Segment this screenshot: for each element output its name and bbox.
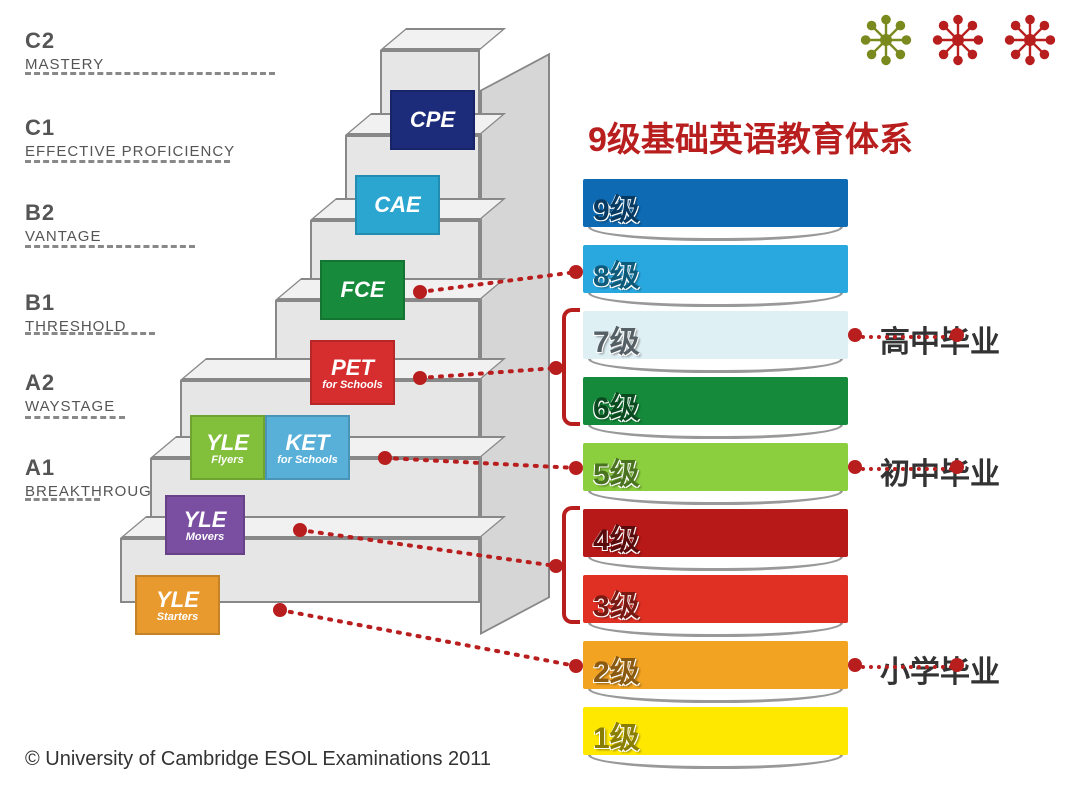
exam-badge-yle: YLEMovers <box>165 495 245 555</box>
annotation-connector <box>853 665 953 669</box>
cefr-code: C2 <box>25 28 104 54</box>
level-separator-curve <box>588 491 843 505</box>
china-level-label: 2级 <box>593 647 640 691</box>
level-separator-curve <box>588 689 843 703</box>
star-icon <box>856 10 916 70</box>
section-title: 9级基础英语教育体系 <box>588 112 913 161</box>
exam-sublabel: for Schools <box>277 454 338 466</box>
china-level-6级: 6级 <box>583 377 848 425</box>
step-top <box>380 28 506 50</box>
china-level-label: 3级 <box>593 581 640 625</box>
china-level-1级: 1级 <box>583 707 848 755</box>
cefr-desc: MASTERY <box>25 56 104 73</box>
exam-badge-cpe: CPE <box>390 90 475 150</box>
graduation-label: 高中毕业 <box>880 317 1000 361</box>
cefr-level-B1: B1 THRESHOLD <box>25 290 127 335</box>
china-level-8级: 8级 <box>583 245 848 293</box>
china-level-3级: 3级 <box>583 575 848 623</box>
exam-badge-fce: FCE <box>320 260 405 320</box>
exam-label: YLE <box>156 587 199 613</box>
grouping-bracket <box>562 506 580 624</box>
graduation-label: 小学毕业 <box>880 647 1000 691</box>
china-level-label: 7级 <box>593 317 640 361</box>
connector-dot <box>848 328 862 342</box>
copyright-text: © University of Cambridge ESOL Examinati… <box>25 748 491 771</box>
china-level-label: 1级 <box>593 713 640 757</box>
exam-badge-pet: PETfor Schools <box>310 340 395 405</box>
exam-label: PET <box>331 355 374 381</box>
cefr-desc: VANTAGE <box>25 228 101 245</box>
star-icon <box>928 10 988 70</box>
level-separator-curve <box>588 227 843 241</box>
star-icon <box>1000 10 1060 70</box>
china-level-9级: 9级 <box>583 179 848 227</box>
exam-staircase: CPECAEFCEPETfor SchoolsKETfor SchoolsYLE… <box>130 20 550 660</box>
level-separator-curve <box>588 293 843 307</box>
china-level-label: 9级 <box>593 185 640 229</box>
level-separator-curve <box>588 623 843 637</box>
china-level-5级: 5级 <box>583 443 848 491</box>
exam-badge-ket: KETfor Schools <box>265 415 350 480</box>
cefr-code: B2 <box>25 200 101 226</box>
level-separator-curve <box>588 359 843 373</box>
grouping-bracket <box>562 308 580 426</box>
exam-badge-yle: YLEFlyers <box>190 415 265 480</box>
exam-label: CPE <box>410 107 455 133</box>
logo-stars <box>856 10 1060 70</box>
exam-label: CAE <box>374 192 420 218</box>
cefr-level-B2: B2 VANTAGE <box>25 200 101 245</box>
cefr-code: B1 <box>25 290 127 316</box>
china-level-label: 5级 <box>593 449 640 493</box>
level-separator-curve <box>588 425 843 439</box>
level-separator-curve <box>588 557 843 571</box>
exam-label: FCE <box>341 277 385 303</box>
connector-dot <box>950 328 964 342</box>
connector-dot <box>950 658 964 672</box>
connector-dot <box>950 460 964 474</box>
connector-dot <box>848 460 862 474</box>
exam-sublabel: for Schools <box>322 379 383 391</box>
china-level-4级: 4级 <box>583 509 848 557</box>
exam-sublabel: Starters <box>157 611 199 623</box>
connector-dot <box>848 658 862 672</box>
graduation-label: 初中毕业 <box>880 449 1000 493</box>
annotation-connector <box>853 335 953 339</box>
exam-label: YLE <box>184 507 227 533</box>
exam-label: KET <box>286 430 330 456</box>
cefr-gridline <box>25 416 125 419</box>
annotation-connector <box>853 467 953 471</box>
cefr-level-A2: A2 WAYSTAGE <box>25 370 115 415</box>
china-level-label: 4级 <box>593 515 640 559</box>
level-separator-curve <box>588 755 843 769</box>
china-level-label: 8级 <box>593 251 640 295</box>
cefr-level-C2: C2 MASTERY <box>25 28 104 73</box>
exam-sublabel: Movers <box>186 531 225 543</box>
china-level-2级: 2级 <box>583 641 848 689</box>
exam-badge-yle: YLEStarters <box>135 575 220 635</box>
exam-label: YLE <box>206 430 249 456</box>
cefr-code: A2 <box>25 370 115 396</box>
exam-sublabel: Flyers <box>211 454 243 466</box>
china-level-7级: 7级 <box>583 311 848 359</box>
china-level-label: 6级 <box>593 383 640 427</box>
cefr-desc: WAYSTAGE <box>25 398 115 415</box>
exam-badge-cae: CAE <box>355 175 440 235</box>
cefr-gridline <box>25 498 100 501</box>
